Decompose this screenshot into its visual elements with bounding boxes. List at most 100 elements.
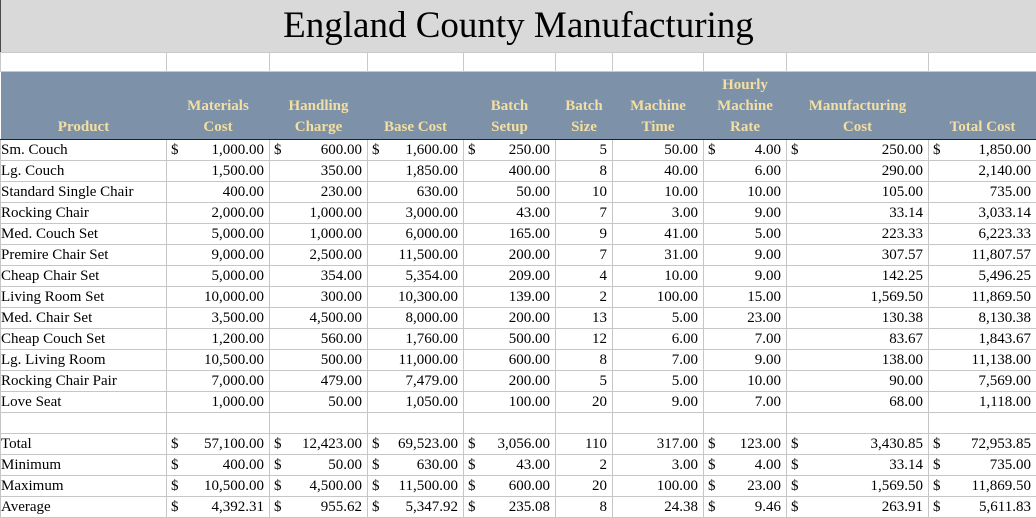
- cell-handling_charge[interactable]: 50.00: [269, 391, 368, 413]
- cell-manufacturing_cost[interactable]: 68.00: [786, 391, 929, 413]
- cell-batch_setup[interactable]: $235.08: [463, 496, 556, 518]
- product-cell[interactable]: Minimum: [0, 454, 167, 476]
- cell-batch_setup[interactable]: 165.00: [463, 223, 556, 245]
- spacer-cell-machine_time[interactable]: [612, 52, 704, 72]
- cell-materials_cost[interactable]: 5,000.00: [166, 223, 270, 245]
- cell-materials_cost[interactable]: $10,500.00: [166, 475, 270, 497]
- cell-total_cost[interactable]: 8,130.38: [928, 307, 1036, 329]
- cell-manufacturing_cost[interactable]: 130.38: [786, 307, 929, 329]
- cell-handling_charge[interactable]: 500.00: [269, 349, 368, 371]
- cell-base_cost[interactable]: $69,523.00: [367, 433, 464, 455]
- cell-total_cost[interactable]: 5,496.25: [928, 265, 1036, 287]
- cell-materials_cost[interactable]: 1,500.00: [166, 160, 270, 182]
- cell-handling_charge[interactable]: 300.00: [269, 286, 368, 308]
- product-cell[interactable]: Lg. Living Room: [0, 349, 167, 371]
- cell-materials_cost[interactable]: 5,000.00: [166, 265, 270, 287]
- cell-manufacturing_cost[interactable]: 33.14: [786, 202, 929, 224]
- cell-batch_size[interactable]: 5: [555, 370, 613, 392]
- cell-batch_size[interactable]: 2: [555, 454, 613, 476]
- cell-machine_time[interactable]: 7.00: [612, 349, 704, 371]
- product-cell[interactable]: Premire Chair Set: [0, 244, 167, 266]
- cell-materials_cost[interactable]: $1,000.00: [166, 139, 270, 161]
- cell-batch_size[interactable]: 8: [555, 349, 613, 371]
- cell-machine_time[interactable]: 5.00: [612, 370, 704, 392]
- cell-hourly_machine_rate[interactable]: 9.00: [703, 202, 787, 224]
- cell-hourly_machine_rate[interactable]: 23.00: [703, 307, 787, 329]
- cell-total_cost[interactable]: 11,138.00: [928, 349, 1036, 371]
- cell-handling_charge[interactable]: 1,000.00: [269, 202, 368, 224]
- cell-manufacturing_cost[interactable]: 1,569.50: [786, 286, 929, 308]
- cell-manufacturing_cost[interactable]: $33.14: [786, 454, 929, 476]
- product-cell[interactable]: Med. Couch Set: [0, 223, 167, 245]
- cell-base_cost[interactable]: 8,000.00: [367, 307, 464, 329]
- cell-materials_cost[interactable]: 3,500.00: [166, 307, 270, 329]
- cell-total_cost[interactable]: 3,033.14: [928, 202, 1036, 224]
- cell-manufacturing_cost[interactable]: 223.33: [786, 223, 929, 245]
- cell-total_cost[interactable]: $11,869.50: [928, 475, 1036, 497]
- cell-machine_time[interactable]: 9.00: [612, 391, 704, 413]
- blank-cell-materials_cost[interactable]: [166, 412, 270, 434]
- cell-handling_charge[interactable]: $4,500.00: [269, 475, 368, 497]
- spacer-cell-batch_size[interactable]: [555, 52, 613, 72]
- cell-total_cost[interactable]: 1,118.00: [928, 391, 1036, 413]
- cell-base_cost[interactable]: 1,050.00: [367, 391, 464, 413]
- cell-materials_cost[interactable]: 10,500.00: [166, 349, 270, 371]
- cell-materials_cost[interactable]: $4,392.31: [166, 496, 270, 518]
- cell-base_cost[interactable]: $11,500.00: [367, 475, 464, 497]
- cell-machine_time[interactable]: 24.38: [612, 496, 704, 518]
- cell-batch_size[interactable]: 7: [555, 202, 613, 224]
- product-cell[interactable]: Maximum: [0, 475, 167, 497]
- cell-machine_time[interactable]: 50.00: [612, 139, 704, 161]
- cell-total_cost[interactable]: $72,953.85: [928, 433, 1036, 455]
- cell-base_cost[interactable]: 6,000.00: [367, 223, 464, 245]
- spacer-cell-batch_setup[interactable]: [463, 52, 556, 72]
- blank-cell-product[interactable]: [0, 412, 167, 434]
- column-header-base_cost[interactable]: Base Cost: [367, 71, 464, 140]
- spacer-cell-base_cost[interactable]: [367, 52, 464, 72]
- cell-manufacturing_cost[interactable]: $250.00: [786, 139, 929, 161]
- cell-batch_setup[interactable]: 400.00: [463, 160, 556, 182]
- cell-hourly_machine_rate[interactable]: 10.00: [703, 370, 787, 392]
- blank-cell-base_cost[interactable]: [367, 412, 464, 434]
- column-header-batch_size[interactable]: Batch Size: [555, 71, 613, 140]
- cell-manufacturing_cost[interactable]: $263.91: [786, 496, 929, 518]
- cell-batch_setup[interactable]: $3,056.00: [463, 433, 556, 455]
- spacer-cell-hourly_machine_rate[interactable]: [703, 52, 787, 72]
- cell-base_cost[interactable]: 1,760.00: [367, 328, 464, 350]
- cell-batch_setup[interactable]: 200.00: [463, 307, 556, 329]
- blank-cell-batch_size[interactable]: [555, 412, 613, 434]
- cell-batch_size[interactable]: 5: [555, 139, 613, 161]
- cell-batch_size[interactable]: 13: [555, 307, 613, 329]
- cell-handling_charge[interactable]: 354.00: [269, 265, 368, 287]
- cell-hourly_machine_rate[interactable]: $123.00: [703, 433, 787, 455]
- cell-batch_setup[interactable]: 500.00: [463, 328, 556, 350]
- cell-handling_charge[interactable]: 4,500.00: [269, 307, 368, 329]
- cell-hourly_machine_rate[interactable]: 7.00: [703, 391, 787, 413]
- sheet-title[interactable]: England County Manufacturing: [0, 0, 1036, 52]
- cell-batch_size[interactable]: 9: [555, 223, 613, 245]
- cell-handling_charge[interactable]: 560.00: [269, 328, 368, 350]
- cell-batch_setup[interactable]: 200.00: [463, 244, 556, 266]
- cell-base_cost[interactable]: $5,347.92: [367, 496, 464, 518]
- cell-machine_time[interactable]: 10.00: [612, 181, 704, 203]
- cell-machine_time[interactable]: 10.00: [612, 265, 704, 287]
- cell-hourly_machine_rate[interactable]: 9.00: [703, 349, 787, 371]
- product-cell[interactable]: Rocking Chair: [0, 202, 167, 224]
- blank-cell-batch_setup[interactable]: [463, 412, 556, 434]
- cell-batch_size[interactable]: 2: [555, 286, 613, 308]
- cell-batch_setup[interactable]: 200.00: [463, 370, 556, 392]
- cell-total_cost[interactable]: 11,869.50: [928, 286, 1036, 308]
- blank-cell-manufacturing_cost[interactable]: [786, 412, 929, 434]
- cell-batch_setup[interactable]: $600.00: [463, 475, 556, 497]
- product-cell[interactable]: Med. Chair Set: [0, 307, 167, 329]
- blank-cell-total_cost[interactable]: [928, 412, 1036, 434]
- cell-hourly_machine_rate[interactable]: 10.00: [703, 181, 787, 203]
- cell-materials_cost[interactable]: $57,100.00: [166, 433, 270, 455]
- cell-hourly_machine_rate[interactable]: 6.00: [703, 160, 787, 182]
- cell-machine_time[interactable]: 100.00: [612, 286, 704, 308]
- cell-batch_size[interactable]: 7: [555, 244, 613, 266]
- cell-materials_cost[interactable]: 10,000.00: [166, 286, 270, 308]
- cell-base_cost[interactable]: 7,479.00: [367, 370, 464, 392]
- cell-hourly_machine_rate[interactable]: 9.00: [703, 265, 787, 287]
- cell-hourly_machine_rate[interactable]: $23.00: [703, 475, 787, 497]
